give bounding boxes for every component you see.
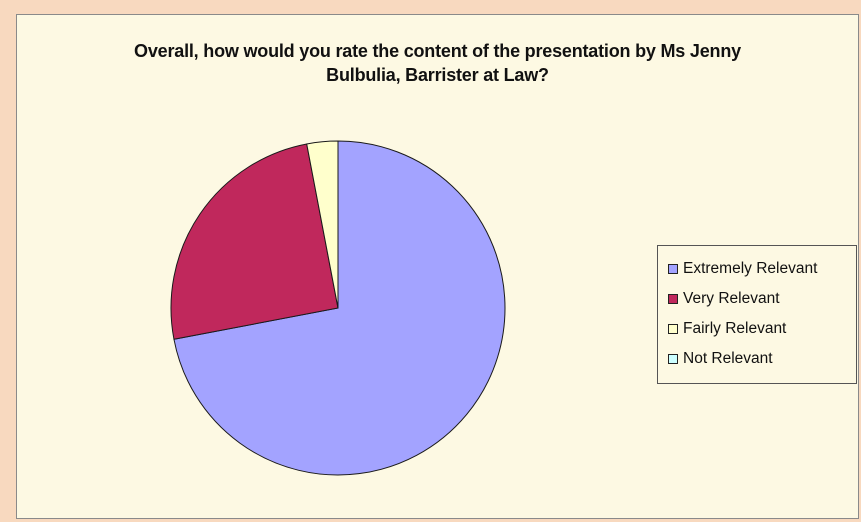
pie-chart [170,140,506,476]
legend-label-not-relevant: Not Relevant [683,350,773,367]
pie-slice-very-relevant [170,143,339,340]
pie-slice-fairly-relevant [306,140,339,309]
legend-item-fairly-relevant: Fairly Relevant [668,314,856,344]
legend-swatch-very-relevant [668,294,678,304]
legend-swatch-extremely-relevant [668,264,678,274]
chart-title: Overall, how would you rate the content … [17,39,858,87]
legend-swatch-fairly-relevant [668,324,678,334]
legend-label-very-relevant: Very Relevant [683,290,780,307]
legend-label-extremely-relevant: Extremely Relevant [683,260,818,277]
legend-item-very-relevant: Very Relevant [668,284,856,314]
chart-title-line-1: Overall, how would you rate the content … [134,41,741,61]
chart-area: Overall, how would you rate the content … [16,14,859,519]
legend-label-fairly-relevant: Fairly Relevant [683,320,787,337]
legend: Extremely Relevant Very Relevant Fairly … [657,245,857,384]
legend-item-not-relevant: Not Relevant [668,344,856,374]
pie-slice-extremely-relevant [173,140,506,476]
legend-swatch-not-relevant [668,354,678,364]
legend-item-extremely-relevant: Extremely Relevant [668,254,856,284]
chart-title-line-2: Bulbulia, Barrister at Law? [326,65,549,85]
